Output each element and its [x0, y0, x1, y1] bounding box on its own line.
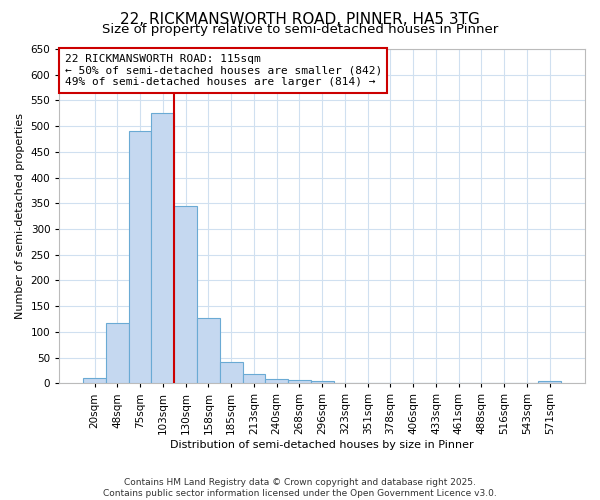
X-axis label: Distribution of semi-detached houses by size in Pinner: Distribution of semi-detached houses by … [170, 440, 474, 450]
Bar [174, 206, 197, 384]
Text: Size of property relative to semi-detached houses in Pinner: Size of property relative to semi-detach… [102, 22, 498, 36]
Text: 22, RICKMANSWORTH ROAD, PINNER, HA5 3TG: 22, RICKMANSWORTH ROAD, PINNER, HA5 3TG [120, 12, 480, 28]
Bar [356, 383, 379, 384]
Bar [83, 378, 106, 384]
Bar [288, 380, 311, 384]
Bar [151, 114, 174, 384]
Bar [129, 132, 151, 384]
Bar [106, 322, 129, 384]
Y-axis label: Number of semi-detached properties: Number of semi-detached properties [15, 113, 25, 319]
Bar [538, 380, 561, 384]
Bar [334, 383, 356, 384]
Text: Contains HM Land Registry data © Crown copyright and database right 2025.
Contai: Contains HM Land Registry data © Crown c… [103, 478, 497, 498]
Bar [311, 381, 334, 384]
Bar [197, 318, 220, 384]
Bar [265, 379, 288, 384]
Bar [242, 374, 265, 384]
Text: 22 RICKMANSWORTH ROAD: 115sqm
← 50% of semi-detached houses are smaller (842)
49: 22 RICKMANSWORTH ROAD: 115sqm ← 50% of s… [65, 54, 382, 87]
Bar [220, 362, 242, 384]
